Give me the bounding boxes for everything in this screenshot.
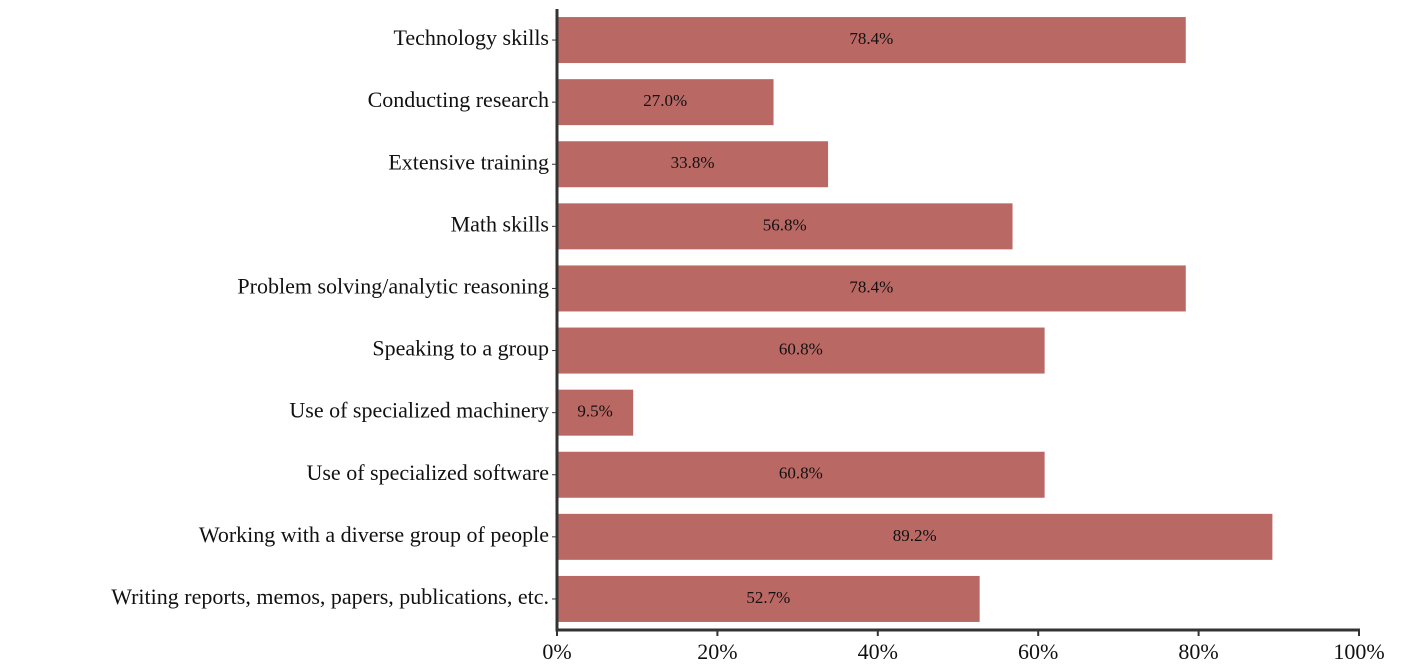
value-label: 9.5% bbox=[577, 402, 612, 421]
value-label: 33.8% bbox=[671, 153, 715, 172]
y-tick-label: Writing reports, memos, papers, publicat… bbox=[111, 584, 549, 609]
bar bbox=[557, 203, 1013, 250]
y-tick-label: Technology skills bbox=[393, 25, 549, 50]
value-label: 27.0% bbox=[643, 91, 687, 110]
y-tick-label: Math skills bbox=[451, 211, 549, 236]
bar bbox=[557, 17, 1186, 64]
x-tick-label: 80% bbox=[1178, 639, 1218, 664]
x-tick-label: 100% bbox=[1333, 639, 1384, 664]
y-tick-label: Extensive training bbox=[388, 149, 549, 174]
bar bbox=[557, 575, 980, 622]
y-tick-label: Problem solving/analytic reasoning bbox=[237, 273, 549, 298]
x-tick-label: 0% bbox=[542, 639, 571, 664]
value-label: 60.8% bbox=[779, 339, 823, 358]
bar bbox=[557, 327, 1045, 374]
y-tick-label: Conducting research bbox=[368, 87, 549, 112]
y-tick-label: Use of specialized machinery bbox=[289, 398, 549, 423]
x-tick-label: 60% bbox=[1018, 639, 1058, 664]
value-label: 78.4% bbox=[849, 29, 893, 48]
bar bbox=[557, 79, 774, 126]
value-label: 52.7% bbox=[746, 588, 790, 607]
value-label: 60.8% bbox=[779, 464, 823, 483]
y-tick-label: Use of specialized software bbox=[306, 460, 549, 485]
bar bbox=[557, 451, 1045, 498]
value-label: 78.4% bbox=[849, 277, 893, 296]
bar bbox=[557, 513, 1273, 560]
y-tick-label: Speaking to a group bbox=[372, 336, 549, 361]
value-label: 56.8% bbox=[763, 215, 807, 234]
x-tick-label: 40% bbox=[858, 639, 898, 664]
value-label: 89.2% bbox=[893, 526, 937, 545]
bar bbox=[557, 265, 1186, 312]
bar bbox=[557, 389, 634, 436]
bar bbox=[557, 141, 829, 188]
y-tick-label: Working with a diverse group of people bbox=[199, 522, 549, 547]
x-tick-label: 20% bbox=[697, 639, 737, 664]
